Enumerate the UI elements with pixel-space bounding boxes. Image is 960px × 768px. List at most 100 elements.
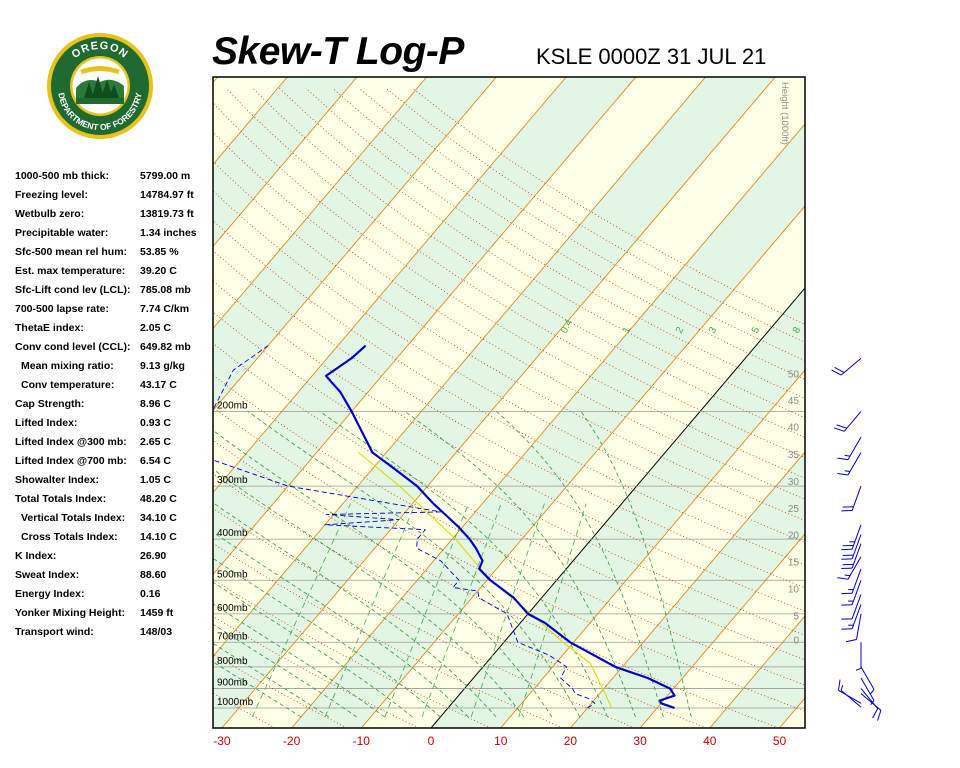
dry-adiabat [213,374,805,686]
index-label: Precipitable water: [15,227,109,239]
wind-barb [841,604,862,630]
dry-adiabat [213,342,805,661]
wind-barb [841,580,862,606]
wind-barb [860,688,879,719]
isotherm-line [213,77,358,248]
moist-adiabat [404,411,636,718]
moist-adiabat [213,502,497,718]
index-row: Wetbulb zero: 13819.73 ft [15,206,215,225]
index-row: Freezing level: 14784.97 ft [15,187,215,206]
mixing-ratio-line [384,503,469,718]
temperature-profile [324,344,676,710]
index-row: Sfc-Lift cond lev (LCL): 785.08 mb [15,282,215,301]
moist-adiabat [496,411,664,718]
height-axis-label: Height (1000ft) [779,82,790,145]
mixing-ratio-label: 2 [674,325,687,335]
height-tick-label: 25 [788,504,800,515]
index-label: Energy Index: [15,588,85,600]
temperature-tick-label: -10 [353,734,371,748]
moist-adiabat [580,411,692,718]
pressure-label: 600mb [217,603,248,614]
index-value: 2.05 C [140,322,171,334]
moist-adiabat [213,661,302,718]
wind-barb [841,524,862,551]
index-value: 8.96 C [140,398,171,410]
height-tick-label: 5 [793,611,799,622]
index-row: Est. max temperature: 39.20 C [15,263,215,282]
index-value: 34.10 C [140,512,177,524]
wind-barb [841,568,862,595]
index-value: 6.54 C [140,455,171,467]
mixing-ratio-label: 5 [750,325,763,335]
isotherm-line [213,77,706,658]
wind-barb [845,613,862,643]
temperature-tick-label: 50 [773,734,787,748]
mixing-ratio-line [421,503,502,718]
isotherm-line [639,533,805,728]
index-value: 43.17 C [140,379,177,391]
moist-adiabat [247,411,581,718]
index-value: 14.10 C [140,531,177,543]
temperature-tick-label: 30 [633,734,647,748]
index-row: 1000-500 mb thick: 5799.00 m [15,168,215,187]
wind-barb [837,436,862,461]
temperature-tick-label: 0 [428,734,435,748]
index-value: 148/03 [140,626,173,638]
wind-barb [831,358,862,376]
pressure-label: 300mb [217,475,248,486]
height-tick-label: 30 [788,477,800,488]
plot-frame [212,76,806,729]
index-label: Est. max temperature: [15,265,126,277]
wind-barb [860,666,875,694]
isotherm-line [213,77,567,494]
index-label: Sfc-500 mean rel hum: [15,246,128,258]
wind-barb [841,485,862,512]
isotherm-line [213,77,218,84]
wind-barb [860,677,875,706]
isotherm-line [500,369,805,728]
index-label: K Index: [15,550,57,562]
wind-barb [840,685,862,708]
mixing-ratio-label: 3 [707,325,720,335]
pressure-label: 700mb [217,631,248,642]
wind-barb-column [831,358,882,721]
isotherm-line [213,77,497,412]
index-row: Lifted Index @300 mb: 2.65 C [15,434,215,453]
temperature-tick-label: 40 [703,734,717,748]
index-label: Cross Totals Index: [21,531,118,543]
index-label: Mean mixing ratio: [21,360,114,372]
oregon-department-of-forestry-logo: OREGON DEPARTMENT OF FORESTRY [47,33,153,139]
dry-adiabat [213,131,805,500]
index-value: 7.74 C/km [140,303,190,315]
chart-title: Skew-T Log-P [212,30,464,73]
pressure-label: 500mb [217,569,248,580]
height-tick-label: 50 [788,370,800,381]
temperature-tick-label: 10 [494,734,508,748]
index-row: Sfc-500 mean rel hum: 53.85 % [15,244,215,263]
station-datetime: KSLE 0000Z 31 JUL 21 [536,44,767,69]
index-label: Total Totals Index: [15,493,107,505]
wind-barb [841,534,862,560]
isotherm-band [213,77,776,728]
moist-adiabat [213,468,525,718]
index-label: Conv temperature: [21,379,115,391]
index-label: 700-500 lapse rate: [15,303,109,315]
zero-isotherm [430,287,805,728]
index-label: Vertical Totals Index: [21,512,126,524]
wind-barb [837,452,862,476]
wind-barb [837,679,862,704]
index-label: Transport wind: [15,626,94,638]
index-value: 88.60 [140,569,167,581]
index-label: Sfc-Lift cond lev (LCL): [15,284,131,296]
index-value: 0.16 [140,588,161,600]
index-row: Conv temperature: 43.17 C [15,377,215,396]
plot-area [213,77,805,728]
isotherm-line [360,205,805,728]
index-value: 2.65 C [140,436,171,448]
dry-adiabat [252,87,805,438]
height-tick-label: 10 [788,585,800,596]
index-value: 5799.00 m [140,170,191,182]
mixing-ratio-line [470,503,545,718]
index-row: Transport wind: 148/03 [15,624,215,643]
